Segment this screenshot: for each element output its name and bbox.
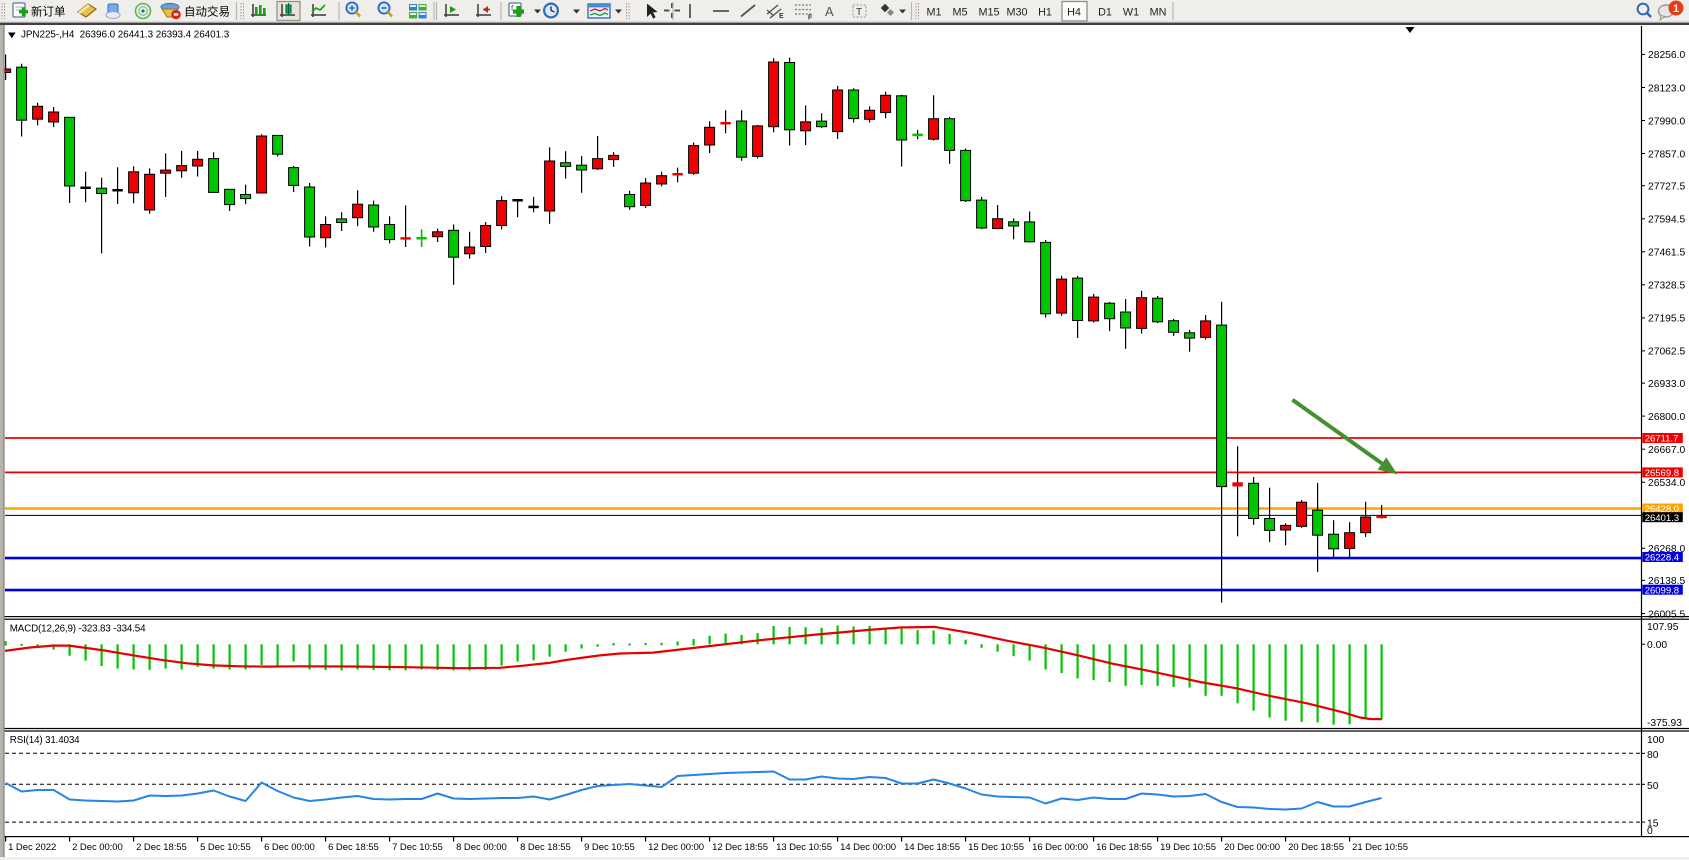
- svg-text:26228.4: 26228.4: [1645, 553, 1680, 564]
- svg-text:-375.93: -375.93: [1647, 718, 1682, 729]
- svg-text:16 Dec 18:55: 16 Dec 18:55: [1096, 842, 1152, 853]
- svg-text:107.95: 107.95: [1647, 622, 1679, 633]
- svg-text:A: A: [825, 4, 834, 19]
- svg-text:M1: M1: [927, 7, 942, 19]
- svg-text:27328.5: 27328.5: [1648, 281, 1685, 292]
- svg-text:14 Dec 18:55: 14 Dec 18:55: [904, 842, 960, 853]
- svg-text:2 Dec 00:00: 2 Dec 00:00: [72, 842, 123, 853]
- svg-text:W1: W1: [1123, 7, 1139, 19]
- svg-text:26401.3: 26401.3: [1645, 513, 1679, 524]
- svg-text:28256.0: 28256.0: [1648, 50, 1685, 61]
- svg-text:26138.5: 26138.5: [1648, 576, 1685, 587]
- svg-text:1: 1: [1673, 3, 1679, 15]
- svg-text:28123.0: 28123.0: [1648, 83, 1685, 94]
- svg-text:19 Dec 10:55: 19 Dec 10:55: [1160, 842, 1216, 853]
- svg-text:D1: D1: [1098, 7, 1112, 19]
- svg-text:f: f: [511, 4, 514, 13]
- svg-text:H1: H1: [1038, 7, 1052, 19]
- svg-text:M15: M15: [978, 7, 999, 19]
- svg-text:26667.0: 26667.0: [1648, 445, 1685, 456]
- svg-text:E: E: [779, 13, 784, 20]
- svg-text:50: 50: [1647, 781, 1659, 792]
- svg-text:100: 100: [1647, 735, 1664, 746]
- svg-text:27727.5: 27727.5: [1648, 182, 1685, 193]
- svg-text:26711.7: 26711.7: [1645, 434, 1679, 445]
- svg-text:20 Dec 00:00: 20 Dec 00:00: [1224, 842, 1280, 853]
- svg-text:M30: M30: [1006, 7, 1027, 19]
- svg-text:8 Dec 18:55: 8 Dec 18:55: [520, 842, 571, 853]
- svg-text:15: 15: [1647, 819, 1659, 830]
- svg-text:20 Dec 18:55: 20 Dec 18:55: [1288, 842, 1344, 853]
- svg-text:12 Dec 18:55: 12 Dec 18:55: [712, 842, 768, 853]
- svg-text:9 Dec 10:55: 9 Dec 10:55: [584, 842, 635, 853]
- svg-text:RSI(14) 31.4034: RSI(14) 31.4034: [10, 735, 80, 746]
- svg-text:2 Dec 18:55: 2 Dec 18:55: [136, 842, 187, 853]
- svg-text:MACD(12,26,9) -323.83 -334.54: MACD(12,26,9) -323.83 -334.54: [10, 624, 146, 635]
- svg-text:27461.5: 27461.5: [1648, 248, 1685, 259]
- svg-text:6 Dec 18:55: 6 Dec 18:55: [328, 842, 379, 853]
- svg-text:27990.0: 27990.0: [1648, 116, 1685, 127]
- svg-text:H4: H4: [1067, 7, 1081, 19]
- svg-text:JPN225-,H4 26396.0 26441.3 26: JPN225-,H4 26396.0 26441.3 26393.4 26401…: [21, 30, 230, 41]
- svg-text:新订单: 新订单: [31, 5, 66, 19]
- svg-text:1 Dec 2022: 1 Dec 2022: [8, 842, 56, 853]
- svg-text:6 Dec 00:00: 6 Dec 00:00: [264, 842, 315, 853]
- svg-text:自动交易: 自动交易: [184, 5, 230, 19]
- svg-text:12 Dec 00:00: 12 Dec 00:00: [648, 842, 704, 853]
- svg-text:7 Dec 10:55: 7 Dec 10:55: [392, 842, 443, 853]
- svg-text:26534.0: 26534.0: [1648, 478, 1685, 489]
- svg-text:27062.5: 27062.5: [1648, 347, 1685, 358]
- svg-text:MN: MN: [1150, 7, 1167, 19]
- svg-text:F: F: [808, 15, 813, 22]
- svg-text:80: 80: [1647, 750, 1659, 761]
- svg-text:8 Dec 00:00: 8 Dec 00:00: [456, 842, 507, 853]
- svg-text:14 Dec 00:00: 14 Dec 00:00: [840, 842, 896, 853]
- svg-text:0.00: 0.00: [1647, 640, 1667, 651]
- svg-text:0: 0: [1647, 826, 1653, 837]
- svg-text:26428.0: 26428.0: [1645, 504, 1679, 515]
- svg-text:26005.5: 26005.5: [1648, 609, 1685, 620]
- svg-text:15 Dec 10:55: 15 Dec 10:55: [968, 842, 1024, 853]
- svg-text:27857.0: 27857.0: [1648, 149, 1685, 160]
- svg-text:5 Dec 10:55: 5 Dec 10:55: [200, 842, 251, 853]
- svg-text:16 Dec 00:00: 16 Dec 00:00: [1032, 842, 1088, 853]
- svg-text:27195.5: 27195.5: [1648, 314, 1685, 325]
- svg-text:M5: M5: [953, 7, 968, 19]
- svg-text:26099.8: 26099.8: [1645, 585, 1679, 596]
- svg-text:21 Dec 10:55: 21 Dec 10:55: [1352, 842, 1408, 853]
- svg-text:26933.0: 26933.0: [1648, 379, 1685, 390]
- svg-text:13 Dec 10:55: 13 Dec 10:55: [776, 842, 832, 853]
- svg-text:26569.8: 26569.8: [1645, 468, 1679, 479]
- svg-text:T: T: [856, 7, 862, 18]
- svg-text:26800.0: 26800.0: [1648, 412, 1685, 423]
- svg-text:26268.0: 26268.0: [1648, 544, 1685, 555]
- svg-text:27594.5: 27594.5: [1648, 215, 1685, 226]
